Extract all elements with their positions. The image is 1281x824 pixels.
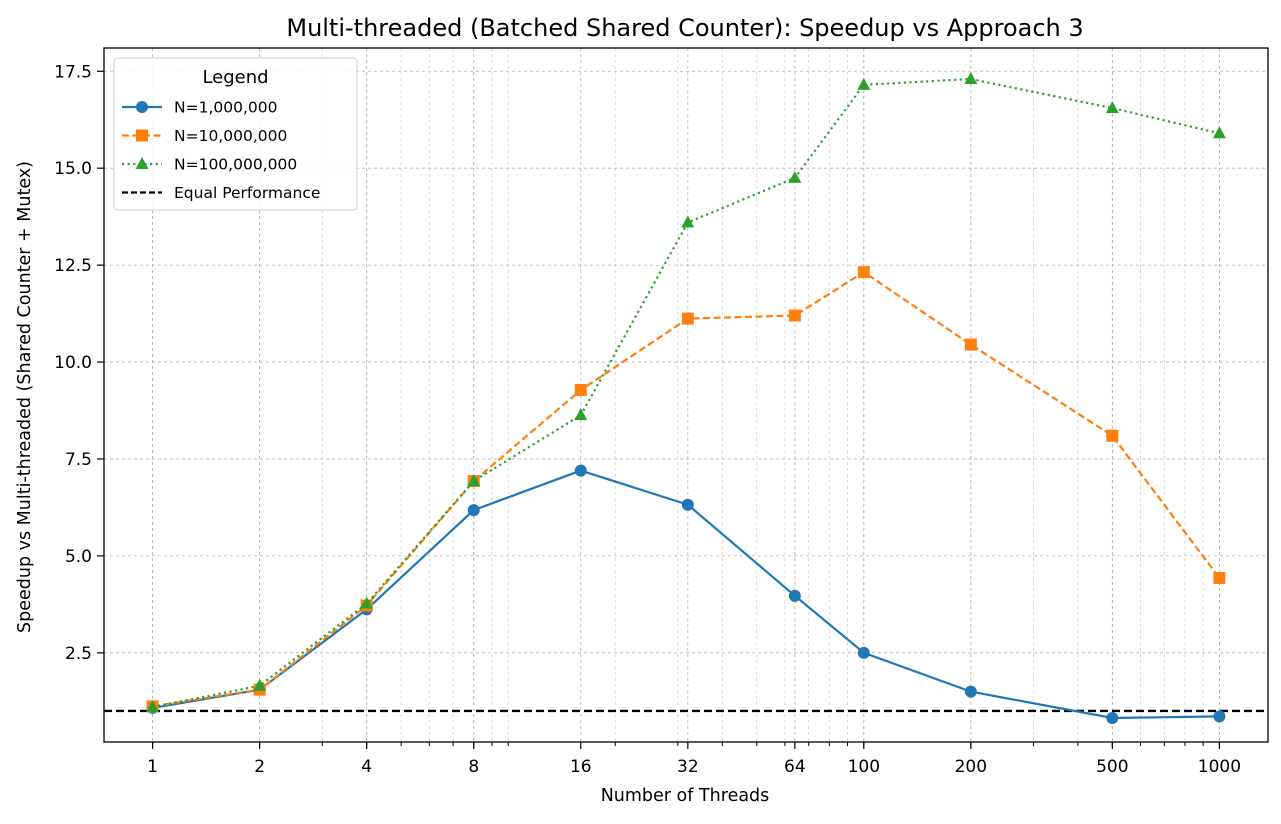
data-point <box>467 504 480 517</box>
data-point <box>1213 571 1226 584</box>
data-point <box>681 498 694 511</box>
x-tick-label: 32 <box>677 757 699 777</box>
y-tick-label: 15.0 <box>54 159 92 179</box>
legend-label: Equal Performance <box>174 184 320 202</box>
legend-marker <box>135 157 149 169</box>
data-point <box>681 312 694 325</box>
grid-layer <box>104 48 1268 742</box>
data-point <box>1213 710 1226 723</box>
data-point <box>857 266 870 279</box>
data-point <box>253 678 267 691</box>
data-point <box>788 589 801 602</box>
x-tick-label: 1000 <box>1198 757 1241 777</box>
data-point <box>1105 101 1119 114</box>
data-point <box>788 170 802 183</box>
x-tick-label: 200 <box>955 757 987 777</box>
x-axis-label: Number of Threads <box>601 786 770 806</box>
data-point <box>964 338 977 351</box>
y-tick-label: 7.5 <box>65 450 92 470</box>
legend: Legend N=1,000,000 N=10,000,000 N=100,000,0… <box>113 57 358 211</box>
series-group <box>146 72 1226 713</box>
chart-title: Multi-threaded (Batched Shared Counter):… <box>286 14 1083 42</box>
x-tick-label: 16 <box>570 757 592 777</box>
data-point <box>1106 711 1119 724</box>
legend-label: N=10,000,000 <box>174 127 287 145</box>
y-tick-label: 12.5 <box>54 256 92 276</box>
series-group <box>146 266 1226 713</box>
plot-frame <box>103 47 1269 743</box>
x-tick-label: 100 <box>848 757 880 777</box>
x-tick-label: 64 <box>784 757 806 777</box>
legend-label: N=100,000,000 <box>174 156 297 174</box>
data-point <box>964 72 978 85</box>
series-layer <box>146 72 1226 724</box>
data-point <box>788 309 801 322</box>
x-tick-label: 2 <box>254 757 265 777</box>
data-point <box>574 408 588 421</box>
x-tick-label: 4 <box>361 757 372 777</box>
data-point <box>467 474 481 487</box>
data-point <box>857 646 870 659</box>
legend-box <box>113 57 358 211</box>
x-tick-label: 1 <box>147 757 158 777</box>
legend-marker <box>136 101 148 113</box>
legend-marker <box>136 129 148 142</box>
y-axis-label: Speedup vs Multi-threaded (Shared Counte… <box>15 161 35 633</box>
series-line <box>152 270 1221 708</box>
x-tick-label: 8 <box>468 757 479 777</box>
data-point <box>360 596 374 609</box>
data-point <box>1212 126 1226 139</box>
legend-label: N=1,000,000 <box>174 99 277 117</box>
data-point <box>1106 429 1119 442</box>
y-tick-label: 2.5 <box>65 644 92 664</box>
data-point <box>681 215 695 228</box>
data-point <box>964 685 977 698</box>
y-tick-label: 17.5 <box>54 62 92 82</box>
y-tick-label: 10.0 <box>54 353 92 373</box>
axes-layer: 1 2 4 8 16 32 64 100 200 500 1000 2.5 5.0 7.5 10.0 12.5… <box>54 47 1269 777</box>
data-point <box>574 383 587 396</box>
data-point <box>857 77 871 90</box>
data-point <box>146 700 160 713</box>
y-tick-label: 5.0 <box>65 547 92 567</box>
x-tick-label: 500 <box>1096 757 1128 777</box>
legend-title: Legend <box>202 67 268 88</box>
series-group <box>146 464 1226 724</box>
data-point <box>574 464 587 477</box>
